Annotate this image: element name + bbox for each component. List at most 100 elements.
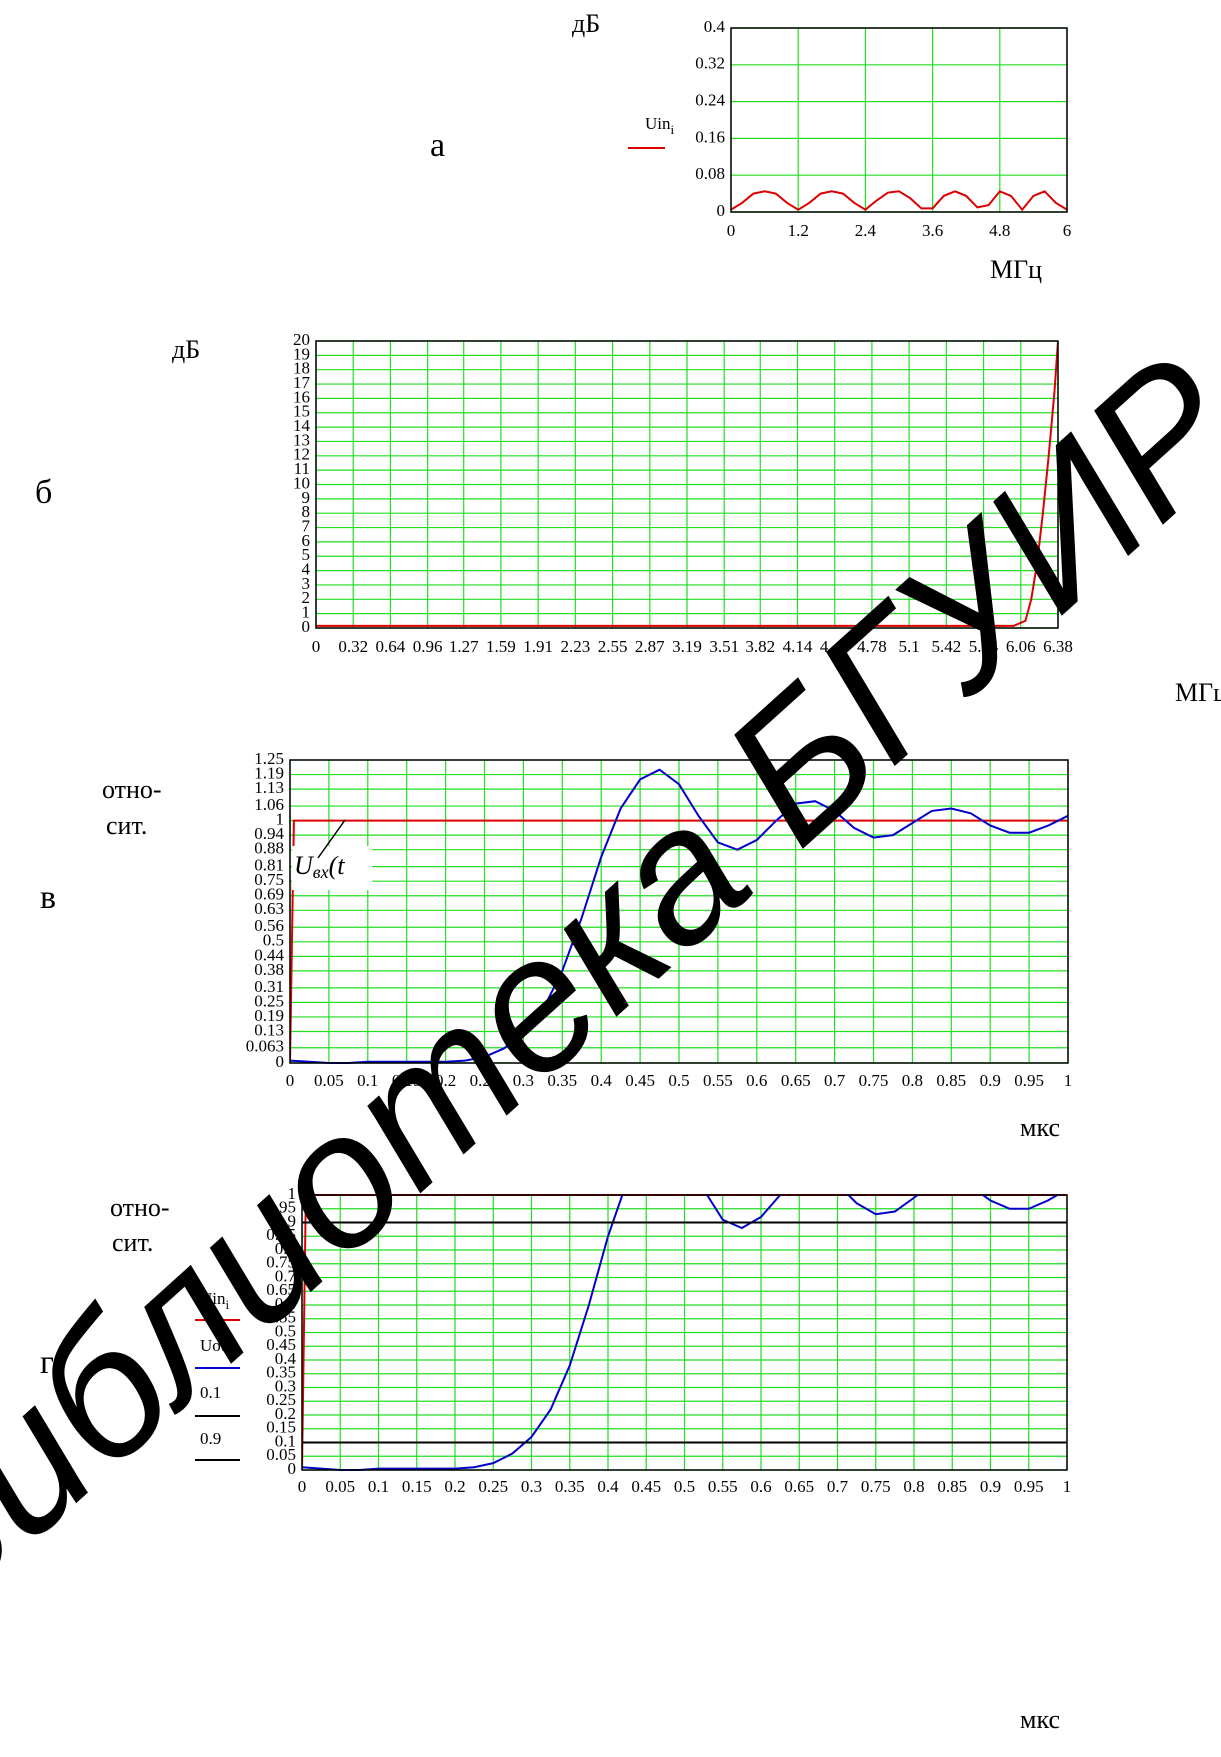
x-tick-label: 3.19 bbox=[672, 637, 702, 656]
x-tick-label: 1 bbox=[1064, 1071, 1073, 1090]
y-tick-label: 17 bbox=[293, 373, 311, 392]
y-tick-label: 0.15 bbox=[266, 1418, 296, 1437]
x-tick-label: 4.14 bbox=[783, 637, 813, 656]
x-tick-label: 5.1 bbox=[899, 637, 920, 656]
chart-panel: 0 0.05 0.1 0.15 0.2 0.25 0.3 0.35 0.4 0.45 0.5 0.55… bbox=[40, 749, 1072, 1142]
y-tick-label: 0.94 bbox=[254, 824, 284, 843]
legend-label: Uouti bbox=[200, 1336, 238, 1359]
y-axis-label: дБ bbox=[572, 9, 600, 38]
x-tick-label: 0.95 bbox=[1014, 1071, 1044, 1090]
y-tick-label: 0 bbox=[717, 201, 726, 220]
y-tick-label: 0 bbox=[276, 1052, 285, 1071]
series-line bbox=[290, 768, 1068, 1064]
y-tick-label: 20 bbox=[293, 330, 310, 349]
x-tick-label: 6.06 bbox=[1006, 637, 1036, 656]
legend-index: i bbox=[671, 122, 675, 137]
y-tick-label: 13 bbox=[293, 430, 310, 449]
y-tick-label: 0.5 bbox=[275, 1321, 296, 1340]
y-tick-label: 0.4 bbox=[275, 1349, 297, 1368]
y-tick-label: 7 bbox=[302, 516, 311, 535]
x-tick-label: 1.27 bbox=[449, 637, 479, 656]
x-tick-label: 1.59 bbox=[486, 637, 516, 656]
y-tick-label: 1.06 bbox=[254, 795, 284, 814]
panel-label: б bbox=[35, 474, 52, 511]
series-line bbox=[302, 1194, 1062, 1471]
x-tick-label: 0.7 bbox=[824, 1071, 846, 1090]
y-tick-label: 0.85 bbox=[266, 1225, 296, 1244]
y-tick-label: 0.08 bbox=[695, 164, 725, 183]
chart-panel: 0 0.32 0.64 0.96 1.27 1.59 1.91 2.23 2.55 2.87 3.1… bbox=[35, 330, 1221, 707]
x-tick-label: 2.23 bbox=[560, 637, 590, 656]
x-tick-label: 1 bbox=[1063, 1477, 1072, 1496]
x-tick-label: 0 bbox=[312, 637, 321, 656]
x-tick-label: 0.95 bbox=[1014, 1477, 1044, 1496]
panel-label: в bbox=[40, 879, 56, 916]
x-tick-label: 0.25 bbox=[478, 1477, 508, 1496]
y-tick-label: 4 bbox=[302, 560, 311, 579]
x-tick-label: 3.6 bbox=[922, 221, 943, 240]
x-tick-label: 0.5 bbox=[668, 1071, 689, 1090]
y-tick-label: 3 bbox=[302, 574, 311, 593]
x-tick-label: 0.75 bbox=[861, 1477, 891, 1496]
y-tick-label: 0.9 bbox=[275, 1211, 296, 1230]
y-tick-label: 5 bbox=[302, 545, 311, 564]
y-tick-label: 0.63 bbox=[254, 899, 284, 918]
x-tick-label: 0.4 bbox=[591, 1071, 613, 1090]
x-tick-label: 0.9 bbox=[980, 1071, 1001, 1090]
x-axis-label: МГц bbox=[1175, 678, 1221, 707]
y-tick-label: 0.25 bbox=[266, 1390, 296, 1409]
x-tick-label: 0.55 bbox=[708, 1477, 738, 1496]
x-tick-label: 0.1 bbox=[368, 1477, 389, 1496]
x-tick-label: 0.15 bbox=[402, 1477, 432, 1496]
plot-frame bbox=[289, 759, 1069, 1064]
y-tick-label: 16 bbox=[293, 387, 310, 406]
y-tick-label: 1.13 bbox=[254, 778, 284, 797]
legend-name: 0.9 bbox=[200, 1429, 221, 1448]
y-tick-label: 0.4 bbox=[704, 17, 726, 36]
x-tick-label: 3.82 bbox=[745, 637, 775, 656]
legend-name: Uin bbox=[645, 114, 671, 133]
x-tick-label: 0.05 bbox=[314, 1071, 344, 1090]
annotation: Uвх(t bbox=[294, 851, 345, 882]
x-tick-label: 2.87 bbox=[635, 637, 665, 656]
legend-index: i bbox=[234, 1344, 238, 1359]
x-axis-label: МГц bbox=[990, 255, 1042, 284]
x-tick-label: 0.5 bbox=[674, 1477, 695, 1496]
y-tick-label: 0.44 bbox=[254, 945, 284, 964]
y-tick-label: 0.75 bbox=[254, 870, 284, 889]
y-tick-label: 0.65 bbox=[266, 1280, 296, 1299]
x-tick-label: 0.75 bbox=[859, 1071, 889, 1090]
y-axis-label: сит. bbox=[112, 1228, 153, 1257]
y-tick-label: 1 bbox=[288, 1184, 297, 1203]
y-tick-label: 0.05 bbox=[266, 1445, 296, 1464]
y-tick-label: 0.1 bbox=[275, 1431, 296, 1450]
y-tick-label: 0.55 bbox=[266, 1308, 296, 1327]
x-tick-label: 0.55 bbox=[703, 1071, 733, 1090]
x-tick-label: 5.42 bbox=[931, 637, 961, 656]
y-tick-label: 0.16 bbox=[695, 127, 725, 146]
x-tick-label: 0.85 bbox=[937, 1477, 967, 1496]
x-tick-label: 0.65 bbox=[784, 1477, 814, 1496]
y-tick-label: 0.19 bbox=[254, 1006, 284, 1025]
x-axis-label: мкс bbox=[1020, 1705, 1060, 1734]
series-line bbox=[731, 190, 1067, 212]
y-tick-label: 18 bbox=[293, 359, 310, 378]
annotation-pointer bbox=[317, 819, 346, 859]
x-tick-label: 0.3 bbox=[521, 1477, 542, 1496]
y-tick-label: 0.063 bbox=[246, 1037, 284, 1056]
x-tick-label: 4.78 bbox=[857, 637, 887, 656]
y-tick-label: 12 bbox=[293, 445, 310, 464]
x-tick-label: 6.38 bbox=[1043, 637, 1073, 656]
y-tick-label: 0.13 bbox=[254, 1020, 284, 1039]
series-line bbox=[316, 340, 1058, 627]
y-tick-label: 0.24 bbox=[695, 91, 725, 110]
x-tick-label: 0.2 bbox=[435, 1071, 456, 1090]
x-tick-label: 0.64 bbox=[376, 637, 406, 656]
panel-label: а bbox=[430, 127, 445, 164]
y-tick-label: 9 bbox=[302, 488, 311, 507]
plot-frame bbox=[315, 340, 1059, 629]
y-tick-label: 1.25 bbox=[254, 749, 284, 768]
y-tick-label: 0.5 bbox=[263, 931, 284, 950]
legend-label: Uini bbox=[200, 1289, 230, 1312]
plot-frame bbox=[301, 1194, 1068, 1471]
